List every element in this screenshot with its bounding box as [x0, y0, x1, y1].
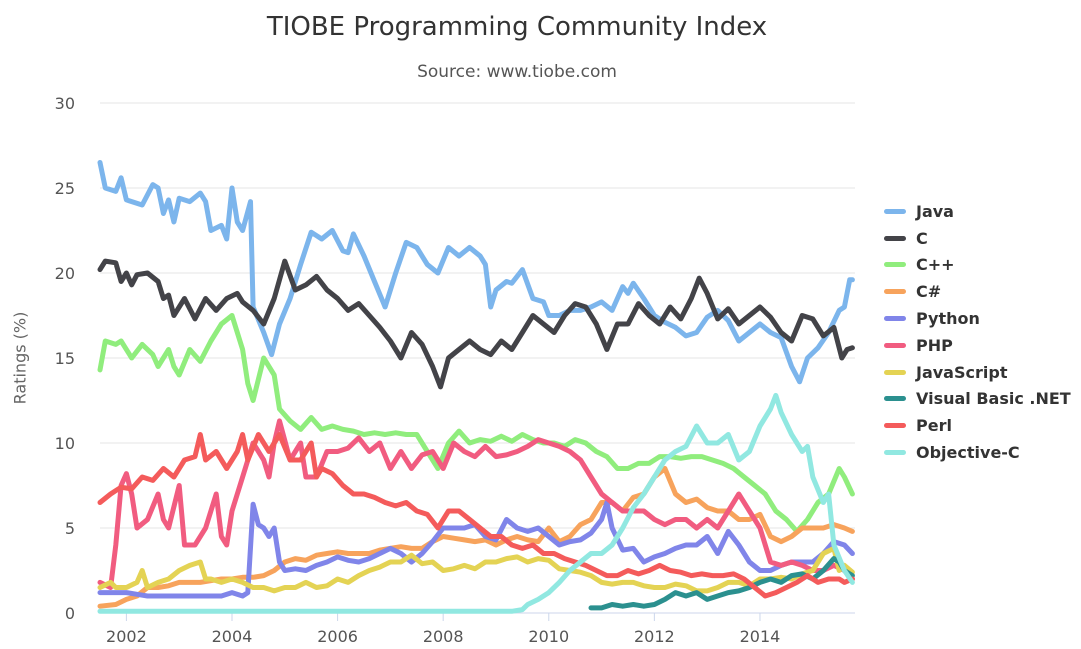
- y-tick-label: 10: [55, 434, 75, 453]
- x-axis-ticks: 2002 2004 2006 2008 2010 2012 2014: [106, 613, 780, 646]
- legend-label: Perl: [916, 416, 952, 436]
- legend-item[interactable]: Python: [884, 305, 1071, 332]
- y-axis-ticks: 0 5 10 15 20 25 30: [55, 94, 75, 623]
- chart-title: TIOBE Programming Community Index: [266, 12, 768, 42]
- series-line-visual-basic-net[interactable]: [588, 556, 855, 611]
- legend-swatch: [884, 342, 906, 348]
- series-line-java[interactable]: [97, 160, 855, 385]
- legend-label: Visual Basic .NET: [916, 389, 1071, 409]
- legend-label: C: [916, 228, 928, 248]
- chart-subtitle: Source: www.tiobe.com: [417, 62, 617, 82]
- legend-label: JavaScript: [916, 362, 1008, 382]
- legend-swatch: [884, 369, 906, 375]
- legend-item[interactable]: Objective-C: [884, 439, 1071, 466]
- x-tick-label: 2010: [528, 627, 569, 646]
- series-line-c[interactable]: [97, 466, 855, 609]
- x-tick-label: 2014: [740, 627, 781, 646]
- series-lines: [97, 160, 855, 614]
- y-tick-label: 25: [55, 179, 75, 198]
- legend-swatch: [884, 396, 906, 402]
- x-tick-label: 2008: [423, 627, 464, 646]
- legend-swatch: [884, 450, 906, 456]
- y-tick-label: 5: [65, 519, 75, 538]
- legend-swatch: [884, 208, 906, 214]
- y-tick-label: 20: [55, 264, 75, 283]
- x-tick-label: 2004: [212, 627, 253, 646]
- legend-item[interactable]: JavaScript: [884, 359, 1071, 386]
- legend-item[interactable]: C: [884, 225, 1071, 252]
- legend-swatch: [884, 235, 906, 241]
- legend-label: Java: [916, 201, 954, 221]
- legend-swatch: [884, 262, 906, 268]
- series-line-php[interactable]: [97, 418, 855, 590]
- legend-label: Objective-C: [916, 443, 1020, 463]
- x-tick-label: 2006: [317, 627, 358, 646]
- series-line-javascript[interactable]: [97, 545, 855, 594]
- legend-label: C#: [916, 282, 942, 302]
- legend-swatch: [884, 316, 906, 322]
- series-line-objective-c[interactable]: [97, 392, 855, 614]
- legend-item[interactable]: Visual Basic .NET: [884, 386, 1071, 413]
- x-tick-label: 2012: [634, 627, 675, 646]
- legend-label: C++: [916, 255, 955, 275]
- y-tick-label: 0: [65, 604, 75, 623]
- legend-item[interactable]: Perl: [884, 412, 1071, 439]
- legend-item[interactable]: PHP: [884, 332, 1071, 359]
- series-line-c[interactable]: [97, 258, 855, 390]
- legend-item[interactable]: Java: [884, 198, 1071, 225]
- gridlines: [100, 102, 855, 614]
- series-line-c[interactable]: [97, 313, 855, 534]
- legend-label: PHP: [916, 335, 953, 355]
- legend-swatch: [884, 423, 906, 429]
- y-tick-label: 15: [55, 349, 75, 368]
- y-tick-label: 30: [55, 94, 75, 113]
- legend-label: Python: [916, 309, 980, 329]
- legend-item[interactable]: C#: [884, 278, 1071, 305]
- legend: Java C C++ C# Python PHP JavaScript Visual Basi…: [884, 198, 1071, 466]
- x-tick-label: 2002: [106, 627, 147, 646]
- series-line-python[interactable]: [97, 500, 855, 599]
- legend-swatch: [884, 289, 906, 295]
- legend-item[interactable]: C++: [884, 252, 1071, 279]
- series-line-perl[interactable]: [97, 432, 855, 599]
